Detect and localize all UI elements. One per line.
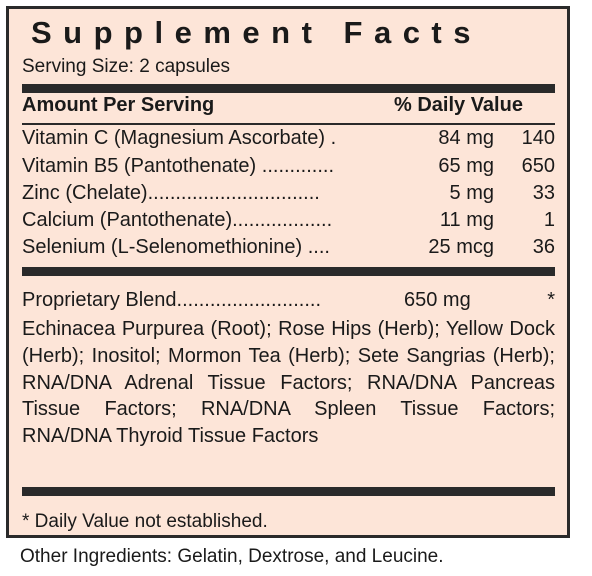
- blend-row: Proprietary Blend.......................…: [22, 289, 555, 315]
- nutrient-amount: 65 mg: [438, 155, 494, 177]
- nutrient-amount: 84 mg: [438, 127, 494, 149]
- nutrient-daily-value: 140: [521, 127, 555, 149]
- blend-amount: 650 mg: [404, 289, 471, 311]
- blend-name: Proprietary Blend.......................…: [22, 289, 321, 311]
- supplement-facts-panel: Supplement Facts Serving Size: 2 capsule…: [6, 6, 570, 538]
- amount-per-serving-header: Amount Per Serving: [22, 94, 215, 116]
- nutrient-name: Calcium (Pantothenate)..................: [22, 209, 333, 231]
- nutrient-row: Vitamin B5 (Pantothenate) ............. …: [22, 155, 555, 181]
- nutrient-daily-value: 650: [521, 155, 555, 177]
- nutrient-daily-value: 1: [543, 209, 555, 231]
- nutrient-name: Selenium (L-Selenomethionine) ....: [22, 236, 330, 258]
- nutrient-row: Selenium (L-Selenomethionine) .... 25 mc…: [22, 236, 555, 262]
- nutrient-name: Vitamin C (Magnesium Ascorbate) .: [22, 127, 337, 149]
- other-ingredients: Other Ingredients: Gelatin, Dextrose, an…: [20, 546, 444, 567]
- daily-value-header: % Daily Value: [394, 94, 523, 116]
- nutrient-amount: 25 mcg: [428, 236, 494, 258]
- divider-thin: [22, 123, 555, 125]
- nutrient-daily-value: 33: [532, 182, 555, 204]
- nutrient-amount: 11 mg: [439, 209, 494, 231]
- nutrient-name: Vitamin B5 (Pantothenate) .............: [22, 155, 335, 177]
- daily-value-footnote: * Daily Value not established.: [22, 511, 268, 532]
- serving-size: Serving Size: 2 capsules: [22, 56, 231, 77]
- panel-title: Supplement Facts: [31, 15, 482, 50]
- nutrient-daily-value: 36: [532, 236, 555, 258]
- nutrient-name: Zinc (Chelate)..........................…: [22, 182, 320, 204]
- nutrient-row: Vitamin C (Magnesium Ascorbate) . 84 mg …: [22, 127, 555, 153]
- nutrient-row: Calcium (Pantothenate)..................…: [22, 209, 555, 235]
- divider-thick: [22, 487, 555, 496]
- blend-daily-value: *: [547, 289, 555, 311]
- blend-ingredients: Echinacea Purpurea (Root); Rose Hips (He…: [22, 318, 555, 448]
- nutrient-row: Zinc (Chelate)..........................…: [22, 182, 555, 208]
- divider-thick: [22, 84, 555, 93]
- divider-thick: [22, 267, 555, 276]
- proprietary-blend-section: Proprietary Blend.......................…: [22, 289, 555, 450]
- nutrient-amount: 5 mg: [449, 182, 494, 204]
